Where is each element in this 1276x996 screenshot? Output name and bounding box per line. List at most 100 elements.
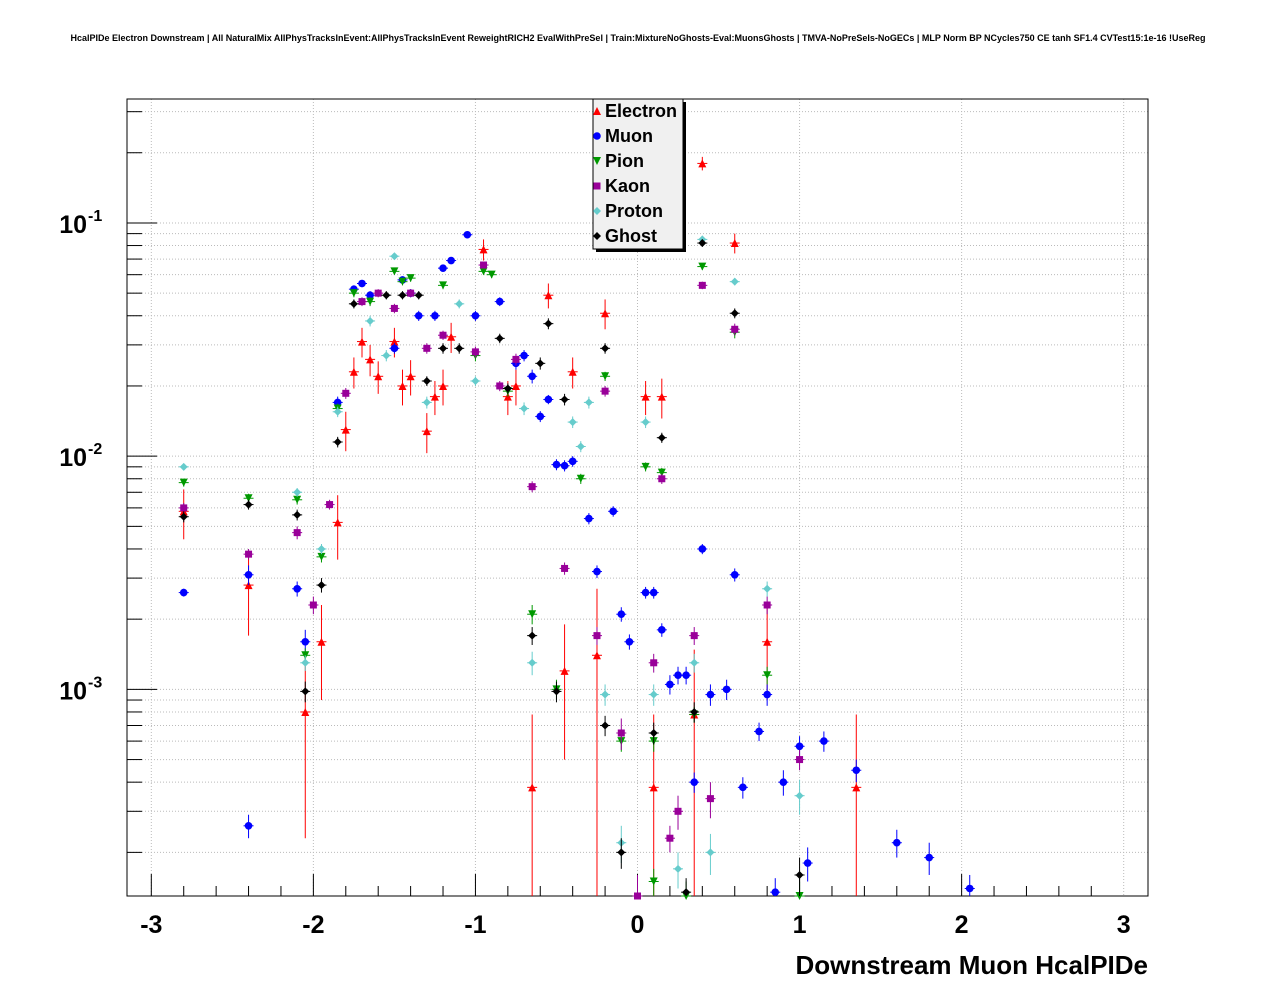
data-point-muon: [656, 623, 667, 637]
marker-ghost: [244, 500, 253, 509]
data-point-muon: [243, 814, 254, 839]
marker-muon: [666, 680, 674, 689]
marker-kaon: [512, 355, 520, 363]
data-point-ghost: [413, 291, 424, 300]
data-point-electron: [332, 495, 343, 560]
data-point-kaon: [600, 385, 611, 397]
marker-electron: [698, 159, 707, 168]
marker-kaon: [561, 564, 569, 572]
marker-pion: [244, 494, 253, 503]
marker-kaon: [674, 807, 682, 815]
data-point-proton: [575, 441, 586, 453]
marker-muon: [779, 778, 788, 786]
marker-pion: [179, 478, 188, 487]
data-point-ghost: [300, 681, 311, 703]
data-point-proton: [705, 833, 716, 875]
data-point-electron: [348, 357, 359, 389]
marker-ghost: [439, 344, 448, 353]
legend: Electron Muon Pion Kaon Proton Ghost: [592, 98, 686, 252]
marker-kaon: [796, 756, 804, 764]
data-point-ghost: [527, 627, 538, 645]
marker-ghost: [552, 687, 561, 696]
y-tick-label: 10 -2: [59, 441, 102, 472]
marker-ghost: [617, 848, 626, 857]
data-point-kaon: [292, 526, 303, 540]
data-point-proton: [600, 684, 611, 706]
data-point-ghost: [332, 436, 343, 448]
marker-muon: [552, 460, 561, 469]
marker-electron: [374, 372, 383, 381]
data-point-muon: [624, 634, 635, 650]
data-point-proton: [454, 299, 465, 309]
marker-ghost: [179, 512, 188, 521]
data-point-pion: [389, 267, 400, 276]
marker-electron: [301, 707, 310, 716]
data-point-ghost: [454, 343, 465, 354]
marker-pion: [349, 289, 358, 298]
data-point-ghost: [397, 291, 408, 300]
marker-pion: [439, 281, 448, 290]
data-point-electron: [446, 322, 457, 353]
legend-marker-muon: [593, 132, 601, 140]
data-point-kaon: [405, 289, 416, 298]
x-tick-label: -2: [302, 911, 324, 939]
marker-ghost: [301, 687, 310, 696]
marker-ghost: [657, 433, 666, 442]
marker-muon: [641, 588, 650, 597]
data-point-kaon: [664, 825, 675, 853]
marker-muon: [893, 838, 901, 847]
data-point-kaon: [373, 289, 384, 298]
x-tick-label: 1: [793, 911, 807, 939]
data-point-electron: [365, 344, 376, 377]
data-point-electron: [640, 381, 651, 416]
marker-electron: [657, 392, 666, 401]
marker-pion: [398, 277, 407, 286]
data-point-pion: [178, 478, 189, 487]
marker-electron: [422, 427, 431, 436]
data-point-ghost: [494, 333, 505, 344]
data-point-proton: [421, 396, 432, 409]
data-point-proton: [332, 406, 343, 418]
marker-muon: [244, 821, 253, 830]
data-point-ghost: [616, 838, 627, 869]
marker-muon: [852, 766, 861, 775]
data-point-electron: [405, 360, 416, 396]
data-point-ghost: [543, 318, 554, 330]
data-point-proton: [762, 581, 773, 597]
x-tick-label: -1: [464, 911, 486, 939]
data-point-kaon: [243, 548, 254, 560]
data-point-muon: [891, 829, 902, 858]
data-point-kaon: [559, 562, 570, 575]
data-point-muon: [689, 772, 700, 793]
marker-proton: [584, 398, 593, 407]
marker-proton: [601, 690, 610, 699]
data-point-kaon: [656, 473, 667, 484]
marker-pion: [293, 495, 302, 504]
marker-electron: [341, 425, 350, 434]
marker-ghost: [536, 359, 545, 368]
legend-box: [592, 98, 684, 250]
marker-kaon: [666, 834, 674, 842]
marker-electron: [730, 239, 739, 248]
data-point-electron: [656, 378, 667, 419]
legend-marker-pion: [593, 157, 601, 165]
marker-electron: [390, 337, 399, 346]
marker-muon: [560, 461, 569, 470]
data-point-muon: [551, 459, 562, 471]
data-point-kaon: [438, 330, 449, 340]
data-point-electron: [373, 361, 384, 394]
marker-kaon: [407, 289, 415, 297]
data-point-proton: [365, 315, 376, 327]
data-point-pion: [762, 666, 773, 685]
marker-kaon: [658, 475, 666, 483]
marker-muon: [366, 291, 374, 299]
marker-electron: [430, 392, 439, 401]
data-point-ghost: [348, 299, 359, 309]
series-pion: [178, 262, 805, 900]
data-point-pion: [648, 868, 659, 896]
marker-proton: [674, 864, 683, 873]
marker-proton: [422, 398, 431, 407]
data-point-kaon: [794, 749, 805, 771]
marker-electron: [649, 783, 658, 792]
data-point-proton: [292, 488, 303, 497]
